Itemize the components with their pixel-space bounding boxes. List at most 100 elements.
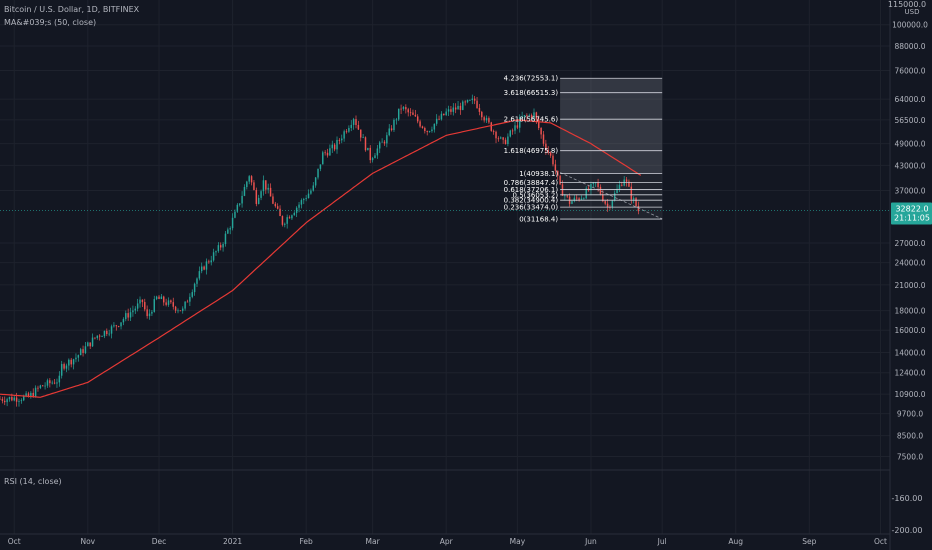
- candle-body: [504, 139, 507, 145]
- candle-body: [426, 130, 428, 132]
- candle-body: [462, 101, 464, 110]
- candle-body: [502, 137, 504, 140]
- vertical-grid: [13, 0, 882, 534]
- candlestick-series: [0, 94, 640, 407]
- candle-body: [117, 326, 120, 327]
- candle-body: [284, 223, 286, 225]
- rsi-tick-1: -160.00: [892, 494, 923, 503]
- candle-body: [177, 310, 179, 312]
- candle-body: [481, 111, 483, 118]
- candle-body: [571, 201, 573, 204]
- candle-body: [219, 245, 222, 248]
- candle-body: [599, 186, 602, 195]
- candle-body: [248, 176, 250, 182]
- price-tick-label: 76000.0: [894, 66, 925, 75]
- candle-body: [6, 399, 8, 403]
- candle-body: [407, 109, 409, 113]
- candle-body: [564, 195, 566, 197]
- candle-body: [236, 204, 239, 212]
- candle-body: [336, 139, 338, 150]
- price-tick-label: 10900.0: [894, 390, 925, 399]
- current-price-value: 32822.0: [895, 204, 928, 213]
- fib-level-label: 0.618(37206.1): [504, 186, 559, 194]
- candle-body: [46, 380, 49, 386]
- candle-body: [11, 397, 13, 401]
- time-axis[interactable]: Oct Nov Dec 2021 Feb Mar Apr May Jun Jul Aug Sep Oct: [8, 537, 887, 546]
- symbol-title: Bitcoin / U.S. Dollar, 1D, BITFINEX: [4, 5, 140, 14]
- ma-indicator-label[interactable]: MA&#039;s (50, close): [4, 18, 97, 27]
- candle-body: [87, 342, 89, 347]
- price-tick-label: 14000.0: [894, 348, 925, 357]
- candle-body: [509, 130, 512, 137]
- candle-body: [412, 112, 414, 115]
- candle-body: [364, 137, 367, 151]
- candle-body: [556, 170, 559, 176]
- candle-body: [369, 147, 371, 161]
- candle-body: [333, 144, 336, 150]
- rsi-tick-2: -200.00: [892, 526, 923, 535]
- candle-body: [212, 252, 215, 261]
- candle-body: [414, 114, 417, 117]
- candle-body: [419, 121, 421, 127]
- fib-level-label: 0.786(38847.4): [504, 179, 559, 187]
- candle-body: [44, 385, 46, 387]
- time-tick-label: Oct: [874, 537, 887, 546]
- candle-body: [200, 266, 203, 272]
- candle-body: [352, 119, 355, 125]
- candle-body: [215, 251, 217, 253]
- fib-level-label: 0.236(33474.0): [504, 204, 559, 212]
- candle-body: [338, 139, 341, 141]
- time-tick-label: Sep: [802, 537, 816, 546]
- candle-body: [324, 152, 326, 154]
- candle-body: [106, 330, 108, 334]
- candle-body: [155, 296, 158, 300]
- candle-body: [260, 191, 262, 198]
- candle-body: [616, 188, 618, 194]
- rsi-indicator-label[interactable]: RSI (14, close): [4, 477, 62, 486]
- fib-trendline: [559, 172, 663, 220]
- candle-body: [205, 261, 208, 270]
- candle-body: [298, 204, 300, 208]
- candle-body: [122, 319, 125, 323]
- fib-level-label: 1.618(46975.8): [504, 147, 559, 155]
- candle-body: [438, 118, 440, 120]
- candle-body: [4, 400, 6, 403]
- candle-body: [355, 119, 357, 125]
- time-tick-label: May: [510, 537, 526, 546]
- candle-body: [431, 129, 433, 132]
- candle-body: [538, 119, 540, 128]
- plot-background: [0, 0, 890, 550]
- time-tick-label: 2021: [223, 537, 242, 546]
- candle-body: [590, 184, 592, 191]
- candle-body: [82, 349, 84, 353]
- candle-body: [110, 326, 113, 334]
- candle-body: [405, 107, 407, 110]
- candle-body: [547, 150, 549, 153]
- candle-body: [141, 299, 144, 303]
- candle-body: [526, 114, 528, 116]
- candle-body: [628, 181, 630, 187]
- candle-body: [606, 203, 609, 207]
- candle-body: [25, 393, 27, 397]
- candle-body: [625, 179, 628, 182]
- candle-body: [343, 131, 345, 139]
- candle-body: [108, 333, 110, 335]
- price-tick-label: 27000.0: [894, 239, 925, 248]
- price-tick-label: 7500.0: [897, 452, 923, 461]
- candle-body: [250, 176, 253, 183]
- candle-body: [621, 184, 623, 186]
- candle-body: [53, 382, 56, 384]
- candle-body: [469, 99, 471, 101]
- candle-body: [267, 187, 269, 190]
- candle-body: [41, 385, 44, 387]
- fib-extension-zone: [560, 78, 663, 174]
- candle-body: [511, 130, 514, 132]
- candle-body: [132, 310, 134, 313]
- candle-body: [592, 182, 595, 185]
- candle-body: [103, 330, 106, 337]
- candle-body: [151, 311, 153, 314]
- candle-body: [397, 108, 400, 120]
- price-axis[interactable]: 100000.0 88000.0 76000.0 64000.0 56500.0 4900…: [892, 21, 928, 462]
- price-tick-label: 18000.0: [894, 307, 925, 316]
